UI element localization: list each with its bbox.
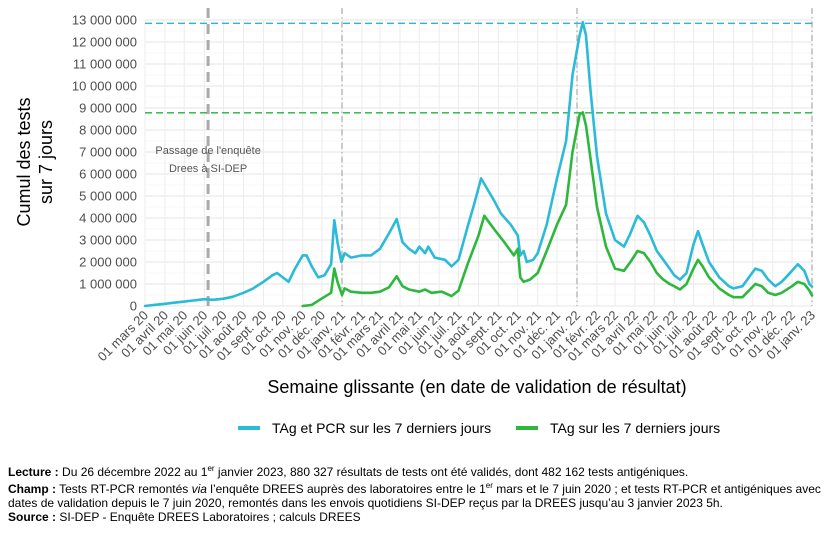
chart-area: 0 1 000 000 2 000 000 3 000 000 4 000 000 5 0… <box>14 8 819 397</box>
legend-item-tag-pcr: TAg et PCR sur les 7 derniers jours <box>238 420 491 436</box>
annotation-line1: Passage de l'enquête <box>155 145 260 157</box>
legend-item-tag: TAg sur les 7 derniers jours <box>516 420 720 436</box>
y-tick-label: 8 000 000 <box>79 123 137 138</box>
y-tick-label: 4 000 000 <box>79 211 137 226</box>
note-champ-label: Champ : <box>8 482 56 496</box>
note-champ-sup: er <box>485 481 493 490</box>
y-tick-label: 6 000 000 <box>79 167 137 182</box>
legend-swatch-tag-pcr <box>238 426 260 430</box>
note-champ: Champ : Tests RT-PCR remontés via l’enqu… <box>8 479 830 510</box>
y-tick-label: 7 000 000 <box>79 145 137 160</box>
note-source: Source : SI-DEP - Enquête DREES Laborato… <box>8 510 830 524</box>
note-lecture-text-a: Du 26 décembre 2022 au 1 <box>58 465 208 479</box>
legend: TAg et PCR sur les 7 derniers jours TAg … <box>0 420 835 442</box>
note-champ-text-a: Tests RT-PCR remontés <box>56 482 192 496</box>
note-lecture-sup: er <box>207 464 215 473</box>
footnotes: Lecture : Du 26 décembre 2022 au 1er jan… <box>8 462 830 524</box>
note-champ-text-b: l’enquête DREES auprès des laboratoires … <box>206 482 486 496</box>
legend-label-tag: TAg sur les 7 derniers jours <box>550 420 721 436</box>
legend-swatch-tag <box>516 426 538 430</box>
series-line-tag <box>301 111 814 308</box>
note-lecture-text-b: janvier 2023, 880 327 résultats de tests… <box>214 465 689 479</box>
y-tick-label: 3 000 000 <box>79 233 137 248</box>
y-tick-label: 11 000 000 <box>73 57 137 72</box>
y-tick-label: 5 000 000 <box>79 189 137 204</box>
legend-label-tag-pcr: TAg et PCR sur les 7 derniers jours <box>272 420 492 436</box>
note-lecture-label: Lecture : <box>8 465 59 479</box>
y-tick-label: 12 000 000 <box>72 35 137 50</box>
annotation-line2: Drees à SI-DEP <box>169 163 247 175</box>
annotations: Passage de l'enquête Drees à SI-DEP <box>155 145 260 175</box>
y-tick-label: 2 000 000 <box>79 255 137 270</box>
y-axis-title-line2: sur 7 jours <box>36 120 56 204</box>
series-lines <box>143 20 814 308</box>
series-line-tag-pcr <box>143 20 814 308</box>
y-tick-label: 10 000 000 <box>72 79 137 94</box>
note-source-label: Source : <box>8 510 57 524</box>
y-tick-label: 1 000 000 <box>79 277 137 292</box>
reference-lines <box>145 8 813 306</box>
y-axis-title-line1: Cumul des tests <box>14 97 34 226</box>
y-axis-ticks: 0 1 000 000 2 000 000 3 000 000 4 000 000 5 0… <box>72 13 137 314</box>
x-axis-title: Semaine glissante (en date de validation… <box>267 377 686 397</box>
note-champ-text-c: mars et le 7 juin 2020 ; et tests RT-PCR… <box>8 482 821 510</box>
note-source-text: SI-DEP - Enquête DREES Laboratoires ; ca… <box>56 510 361 524</box>
note-lecture: Lecture : Du 26 décembre 2022 au 1er jan… <box>8 462 830 479</box>
y-tick-label: 9 000 000 <box>79 101 137 116</box>
note-champ-via: via <box>191 482 207 496</box>
y-tick-label: 13 000 000 <box>72 13 137 28</box>
y-tick-label: 0 <box>130 299 137 314</box>
